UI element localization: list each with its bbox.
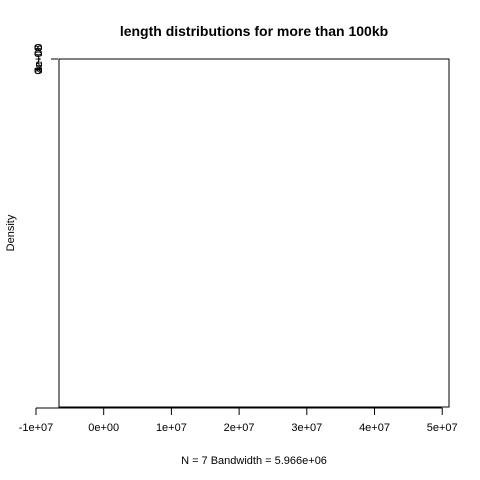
y-tick-label: 1e-08 [33, 45, 45, 73]
x-tick-label: -1e+07 [19, 422, 54, 434]
chart-title: length distributions for more than 100kb [120, 23, 388, 39]
y-tick-label: 2e-08 [33, 45, 45, 73]
y-tick-label: 0e+00 [33, 44, 45, 75]
x-axis: -1e+07 0e+00 1e+07 2e+07 3e+07 4e+07 5e+07 [19, 407, 458, 434]
y-axis-label: Density [5, 214, 17, 251]
y-tick-label: 4e-08 [33, 45, 45, 73]
plot-frame [58, 58, 450, 408]
x-tick-label: 5e+07 [427, 422, 458, 434]
x-axis-label: N = 7 Bandwidth = 5.966e+06 [181, 455, 327, 467]
x-tick-label: 2e+07 [224, 422, 255, 434]
x-tick-label: 3e+07 [291, 422, 322, 434]
x-tick-label: 1e+07 [156, 422, 187, 434]
x-tick-label: 4e+07 [359, 422, 390, 434]
y-tick-label: 3e-08 [33, 45, 45, 73]
x-tick-label: 0e+00 [88, 422, 119, 434]
